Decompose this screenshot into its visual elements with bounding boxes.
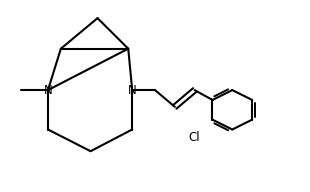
- Text: N: N: [128, 84, 137, 97]
- Text: N: N: [44, 84, 52, 97]
- Text: Cl: Cl: [189, 131, 201, 144]
